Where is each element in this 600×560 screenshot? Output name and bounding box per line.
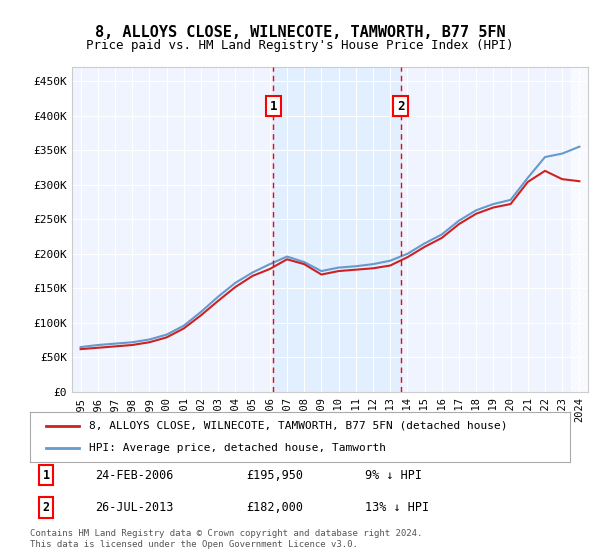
Text: 2: 2: [397, 100, 404, 113]
Text: £182,000: £182,000: [246, 501, 303, 514]
Text: 26-JUL-2013: 26-JUL-2013: [95, 501, 173, 514]
Text: HPI: Average price, detached house, Tamworth: HPI: Average price, detached house, Tamw…: [89, 443, 386, 453]
Text: 8, ALLOYS CLOSE, WILNECOTE, TAMWORTH, B77 5FN (detached house): 8, ALLOYS CLOSE, WILNECOTE, TAMWORTH, B7…: [89, 421, 508, 431]
Text: 8, ALLOYS CLOSE, WILNECOTE, TAMWORTH, B77 5FN: 8, ALLOYS CLOSE, WILNECOTE, TAMWORTH, B7…: [95, 25, 505, 40]
Text: Contains HM Land Registry data © Crown copyright and database right 2024.
This d: Contains HM Land Registry data © Crown c…: [30, 529, 422, 549]
Text: Price paid vs. HM Land Registry's House Price Index (HPI): Price paid vs. HM Land Registry's House …: [86, 39, 514, 52]
Text: 13% ↓ HPI: 13% ↓ HPI: [365, 501, 429, 514]
Text: 9% ↓ HPI: 9% ↓ HPI: [365, 469, 422, 482]
Bar: [273, 67, 401, 392]
Text: 1: 1: [269, 100, 277, 113]
Text: 1: 1: [43, 469, 50, 482]
Text: £195,950: £195,950: [246, 469, 303, 482]
Text: 24-FEB-2006: 24-FEB-2006: [95, 469, 173, 482]
Bar: [571, 67, 596, 392]
Text: 2: 2: [43, 501, 50, 514]
